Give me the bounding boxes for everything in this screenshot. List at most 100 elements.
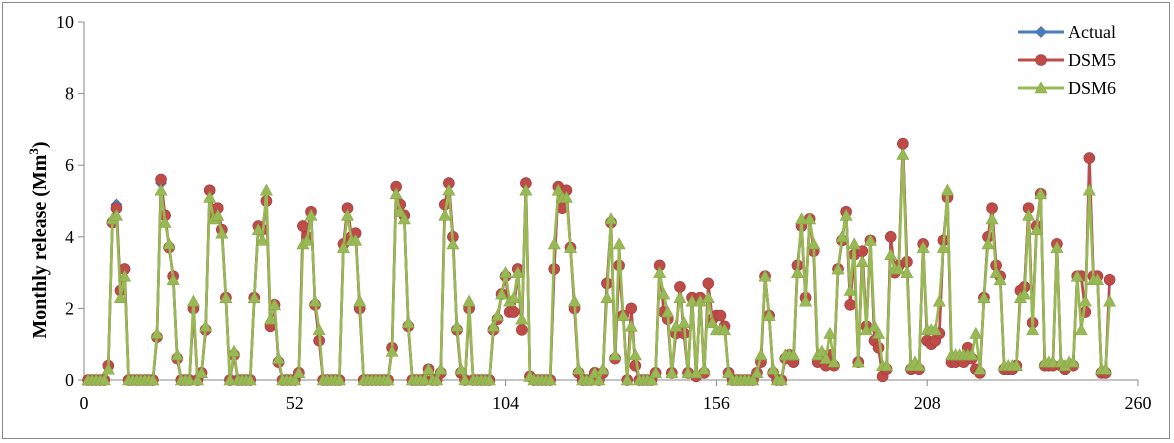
data-point <box>516 324 528 336</box>
y-tick-label: 0 <box>65 370 74 390</box>
data-point <box>422 362 436 375</box>
y-tick-label: 10 <box>56 12 74 32</box>
data-point <box>661 305 675 318</box>
data-point <box>462 294 476 307</box>
data-point <box>973 362 987 375</box>
data-point <box>332 373 346 386</box>
data-point <box>272 351 286 364</box>
y-axis-label: Monthly release (Mm3) <box>26 141 51 338</box>
data-point <box>430 373 444 386</box>
data-point <box>608 348 622 361</box>
legend-label: DSM5 <box>1068 50 1116 70</box>
x-tick-label: 0 <box>80 393 89 413</box>
data-point <box>912 359 926 371</box>
data-point <box>977 291 991 303</box>
data-point <box>499 265 513 278</box>
data-point <box>559 190 573 203</box>
data-point <box>109 208 123 221</box>
series-line <box>88 142 1111 382</box>
data-point <box>195 366 209 379</box>
data-point <box>673 291 687 303</box>
data-point <box>823 326 837 339</box>
data-point <box>340 208 355 221</box>
data-point <box>458 373 472 386</box>
data-point <box>170 348 184 361</box>
x-tick-label: 260 <box>1125 393 1152 413</box>
data-point <box>268 298 282 311</box>
data-point <box>766 362 780 375</box>
data-point <box>186 294 200 307</box>
data-point <box>247 291 261 303</box>
legend-item-dsm5: DSM5 <box>1018 50 1116 70</box>
data-point <box>620 373 634 386</box>
y-tick-labels: 0 2 4 6 8 10 <box>56 12 84 390</box>
data-point <box>932 294 946 307</box>
data-point <box>986 202 998 214</box>
data-point <box>1090 273 1104 286</box>
data-point <box>989 265 1003 278</box>
axes <box>83 22 1138 381</box>
data-point <box>600 291 614 303</box>
plot-area <box>81 137 1117 386</box>
data-point <box>718 323 732 336</box>
data-point <box>1082 183 1096 196</box>
data-point <box>604 212 618 225</box>
data-point <box>831 262 845 275</box>
data-point <box>758 269 772 282</box>
data-point <box>482 373 496 386</box>
data-point <box>219 291 233 303</box>
data-point <box>596 362 610 375</box>
data-point <box>572 362 586 375</box>
data-point <box>705 316 719 329</box>
series-actual <box>82 137 1116 386</box>
data-point <box>182 373 196 386</box>
data-point <box>255 233 269 246</box>
data-point <box>843 283 857 296</box>
data-point <box>297 220 309 232</box>
data-point <box>381 373 395 386</box>
data-point <box>681 366 695 379</box>
data-point <box>762 308 776 321</box>
data-point <box>1103 273 1116 286</box>
data-point <box>981 237 995 250</box>
data-point <box>714 309 727 322</box>
y-tick-label: 2 <box>65 298 74 318</box>
data-point <box>835 230 849 243</box>
data-point <box>1046 355 1060 368</box>
data-point <box>827 355 841 368</box>
data-point <box>1009 359 1023 371</box>
data-point <box>1103 294 1117 307</box>
data-point <box>543 373 557 386</box>
y-tick-label: 4 <box>65 227 74 247</box>
legend-item-dsm6: DSM6 <box>1018 78 1116 98</box>
data-point <box>628 348 642 361</box>
legend: Actual DSM5 DSM6 <box>1018 22 1116 98</box>
data-point <box>674 281 686 293</box>
data-point <box>750 366 764 379</box>
data-point <box>847 237 861 250</box>
data-point <box>515 312 529 325</box>
data-point <box>746 373 760 386</box>
series-line <box>88 142 1111 382</box>
data-point <box>819 351 833 364</box>
data-point <box>969 326 983 339</box>
data-point <box>855 255 869 268</box>
data-point <box>486 319 500 332</box>
data-point <box>645 373 659 386</box>
data-point <box>985 212 999 225</box>
data-point <box>507 291 521 303</box>
data-point <box>649 366 663 379</box>
data-point <box>815 344 829 357</box>
data-point <box>799 294 813 307</box>
data-point <box>490 308 504 321</box>
y-tick-label: 6 <box>65 155 74 175</box>
x-tick-label: 208 <box>914 393 941 413</box>
data-point <box>795 212 809 225</box>
data-point <box>584 373 598 386</box>
data-point <box>940 183 954 196</box>
data-point <box>507 306 520 318</box>
data-point <box>1022 208 1036 221</box>
data-point <box>774 373 788 386</box>
y-axis-label-superscript: 3 <box>26 148 41 155</box>
data-point <box>353 294 367 307</box>
